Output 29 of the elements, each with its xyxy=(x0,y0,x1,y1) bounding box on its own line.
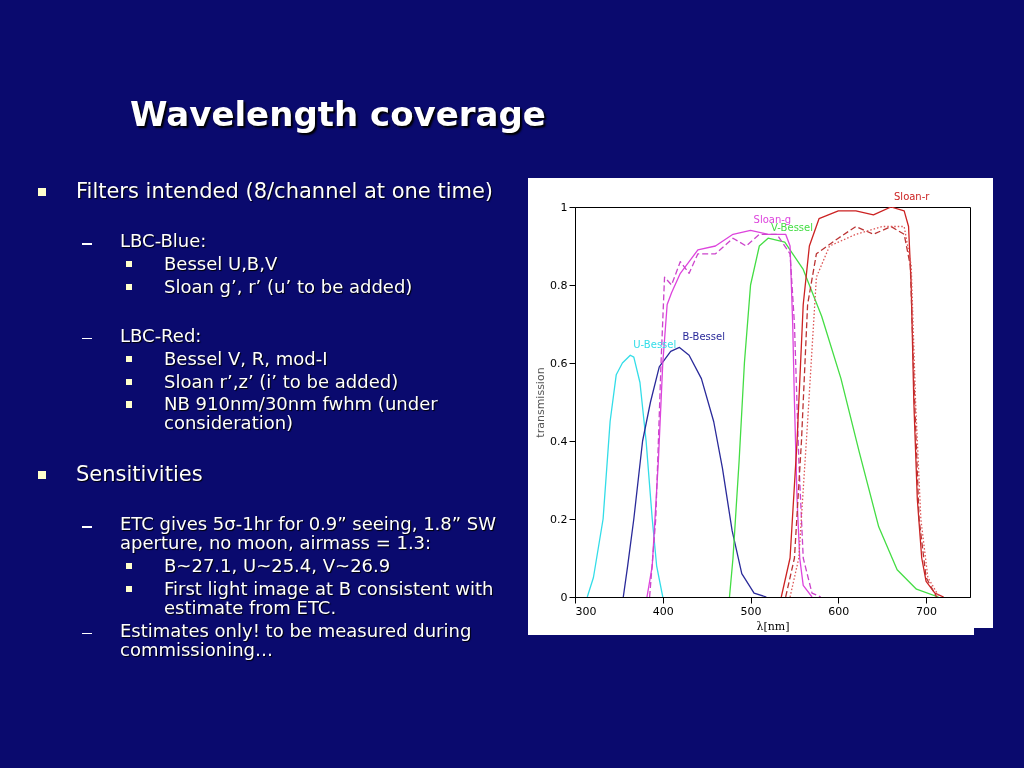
x-tick-label: 400 xyxy=(652,604,674,618)
text: Filters intended (8/channel at one time) xyxy=(76,179,495,203)
text: Sloan r’,z’ (i’ to be added) xyxy=(164,370,400,392)
text: Sloan g’, r’ (u’ to be added) xyxy=(164,275,414,297)
y-tick-label: 0.6 xyxy=(550,356,568,370)
chart-title: Wavelength coverage xyxy=(130,94,546,134)
x-axis-title: λ[nm] xyxy=(756,619,790,633)
y-tick-label: 0.8 xyxy=(550,278,568,292)
y-axis-title: transmission xyxy=(534,367,548,438)
text: LBC-Blue: xyxy=(120,230,208,252)
text: Bessel V, R, mod-I xyxy=(164,347,329,369)
y-tick-label: 0 xyxy=(560,590,568,604)
series-label: B-Bessel xyxy=(682,331,725,343)
text: Estimates only! to be measured during commissioning… xyxy=(120,619,473,660)
x-tick-label: 700 xyxy=(916,604,938,618)
x-tick-label: 600 xyxy=(828,604,850,618)
text: NB 910nm/30nm fwhm (under consideration) xyxy=(164,393,439,434)
x-tick-label: 500 xyxy=(740,604,762,618)
text: First light image at B consistent with estimate from ETC. xyxy=(164,577,495,618)
text: B~27.1, U~25.4, V~26.9 xyxy=(164,555,392,576)
text: Bessel U,B,V xyxy=(164,252,279,274)
text: Sensitivities xyxy=(76,462,204,487)
text: LBC-Red: xyxy=(120,324,203,346)
series-label: Sloan-r xyxy=(894,191,931,202)
y-tick-label: 1 xyxy=(560,200,568,214)
text: ETC gives 5σ-1hr for 0.9” seeing, 1.8” SW aperture, no moon, airmass = 1.3: xyxy=(120,513,498,554)
x-tick-label: 300 xyxy=(575,604,597,618)
y-tick-label: 0.4 xyxy=(550,434,568,448)
y-tick-label: 0.2 xyxy=(550,512,568,526)
